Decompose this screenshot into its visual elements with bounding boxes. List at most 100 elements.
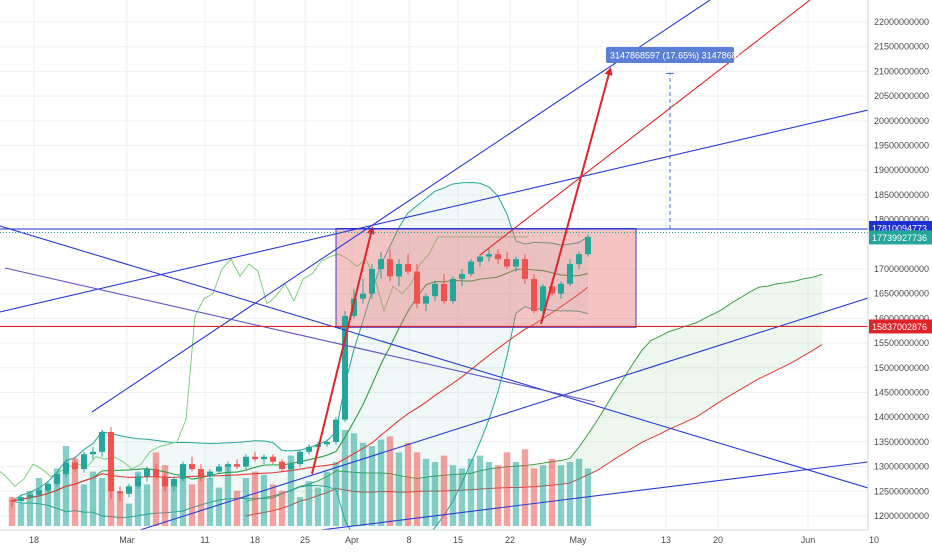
- trend-lines[interactable]: [0, 0, 868, 550]
- candle-body: [477, 256, 483, 262]
- candle-body: [90, 451, 96, 455]
- candle-body: [54, 474, 60, 484]
- volume-bar: [305, 481, 313, 526]
- candle-body: [576, 254, 582, 265]
- candle-body: [495, 254, 501, 260]
- volume-bar: [332, 462, 340, 526]
- candle-body: [387, 259, 393, 277]
- volume-bar: [215, 487, 223, 526]
- price-badge-bg: [869, 230, 932, 245]
- candle-body: [234, 464, 240, 467]
- candle-body: [117, 491, 123, 494]
- volume-bar: [35, 478, 43, 526]
- candle-body: [189, 464, 195, 470]
- candle-body: [360, 293, 366, 299]
- candle-body: [288, 464, 294, 470]
- volume-bar: [26, 490, 34, 526]
- volume-bar: [413, 452, 421, 526]
- price-scale-bg: [868, 0, 932, 550]
- candle-body: [252, 456, 258, 460]
- candle-body: [162, 476, 168, 487]
- candle-body: [441, 283, 447, 302]
- volume-bar: [98, 478, 106, 526]
- candle-body: [243, 456, 249, 467]
- volume-bar: [494, 465, 502, 526]
- candle-body: [270, 456, 276, 462]
- volume-bar: [44, 487, 52, 526]
- x-tick-label: Jun: [801, 535, 816, 545]
- candle-body: [153, 469, 159, 477]
- x-tick-label: 20: [713, 535, 723, 545]
- candle-body: [216, 466, 222, 472]
- candle-body: [369, 269, 375, 294]
- volume-bar: [395, 452, 403, 526]
- volume-bar: [224, 465, 232, 526]
- volume-bar: [179, 465, 187, 526]
- y-tick-label: 14500000000: [874, 388, 929, 398]
- y-tick-label: 21500000000: [874, 42, 929, 52]
- price-scale[interactable]: 22000000000 21500000000 21000000000 2050000…: [874, 17, 929, 521]
- candle-body: [108, 432, 114, 492]
- candle-body: [585, 236, 591, 255]
- candle-body: [522, 259, 528, 279]
- candle-body: [81, 454, 87, 470]
- time-scale-bg: [0, 530, 868, 550]
- candle-body: [324, 441, 330, 445]
- volume-bar: [377, 439, 385, 526]
- volume-bar: [314, 487, 322, 526]
- candle-body: [351, 298, 357, 316]
- volume-bar: [566, 462, 574, 526]
- candle-body: [225, 464, 231, 467]
- y-tick-label: 17000000000: [874, 264, 929, 274]
- horizontal-levels[interactable]: [0, 228, 868, 328]
- volume-bar: [341, 430, 349, 526]
- volume-bar: [539, 465, 547, 526]
- y-tick-label: 16500000000: [874, 289, 929, 299]
- candle-body: [36, 490, 42, 495]
- volume-bar: [233, 490, 241, 526]
- measure-tool[interactable]: 3147868597 (17.65%) 3147868597: [606, 47, 752, 229]
- volume-bar: [161, 465, 169, 526]
- x-tick-label: 15: [453, 535, 463, 545]
- trend-line: [0, 225, 868, 489]
- candle-body: [63, 462, 69, 475]
- cloud-fill: [246, 274, 822, 516]
- volume-bar: [557, 465, 565, 526]
- volume-bar: [170, 481, 178, 526]
- price-badge-label: 17739927736: [872, 233, 927, 243]
- candle-body: [405, 264, 411, 272]
- volume-bar: [269, 484, 277, 526]
- candle-body: [468, 261, 474, 274]
- candle-body: [99, 432, 105, 452]
- price-badge-bg: [869, 319, 932, 334]
- volume-bar: [521, 449, 529, 526]
- candle-body: [198, 469, 204, 477]
- candle-body: [306, 446, 312, 452]
- time-scale[interactable]: 18 Mar 11 18 25 Apr 8 15 22 May 13 20 Jun 10: [29, 535, 879, 545]
- volume-bar: [197, 474, 205, 526]
- x-tick-label: May: [569, 535, 587, 545]
- trend-line: [139, 297, 868, 530]
- candle-body: [450, 278, 456, 302]
- bollinger-fill: [12, 182, 588, 530]
- trend-line: [0, 109, 868, 313]
- candle-body: [297, 451, 303, 465]
- y-tick-label: 19500000000: [874, 141, 929, 151]
- x-tick-label: 11: [200, 535, 209, 545]
- candle-body: [531, 278, 537, 311]
- volume-bar: [350, 433, 358, 526]
- x-tick-label: Mar: [119, 535, 135, 545]
- x-tick-label: 8: [406, 535, 411, 545]
- volume-bar: [431, 462, 439, 526]
- lagging-span: [0, 236, 528, 488]
- candle-body: [486, 254, 492, 257]
- volume-bar: [143, 484, 151, 526]
- volume-bar: [116, 494, 124, 526]
- price-badge-label: 17810094773: [872, 223, 927, 233]
- volume-bar: [386, 436, 394, 526]
- projection-arrows[interactable]: [311, 67, 613, 475]
- volume-bar: [575, 458, 583, 526]
- y-tick-label: 12500000000: [874, 486, 929, 496]
